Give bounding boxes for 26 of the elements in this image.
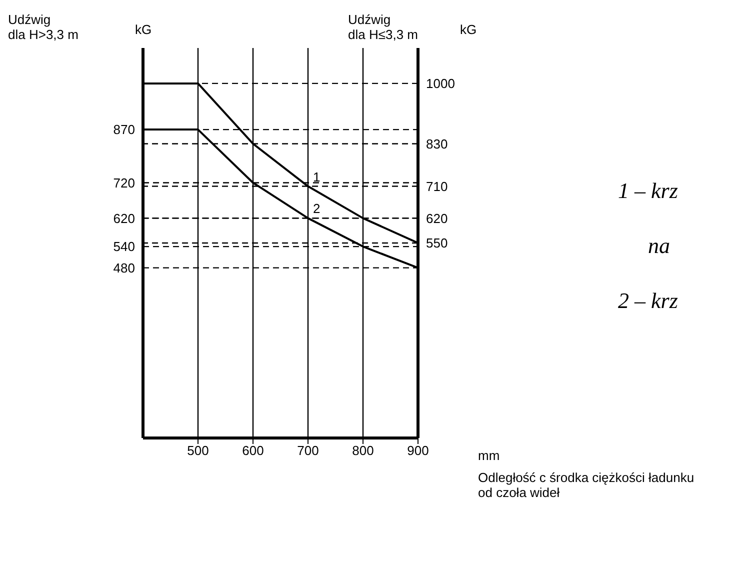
y2-tick-label: 620 xyxy=(426,210,448,226)
x-tick-label: 700 xyxy=(297,443,319,458)
y2-tick-label: 550 xyxy=(426,236,448,251)
text: 2 – krz xyxy=(618,288,678,314)
y-axis-title: Udźwig dla H>3,3 m xyxy=(8,12,78,42)
y2-axis-title: Udźwig dla H≤3,3 m xyxy=(348,12,418,42)
series-label: 2 xyxy=(313,201,320,216)
x-tick-label: 800 xyxy=(352,443,374,458)
y-tick-label: 620 xyxy=(113,210,135,226)
x-tick-label: 500 xyxy=(187,443,209,458)
x-tick-label: 600 xyxy=(242,443,264,458)
y-tick-label: 480 xyxy=(113,260,135,276)
y2-tick-label: 710 xyxy=(426,178,448,194)
y2-tick-label: 1000 xyxy=(426,76,455,92)
y2-tick-label: 830 xyxy=(426,136,448,152)
x-tick-label: 900 xyxy=(407,443,429,458)
text: na xyxy=(648,233,670,259)
y-tick-label: 540 xyxy=(113,239,135,254)
text: mm xyxy=(478,448,500,463)
text: kG xyxy=(135,22,152,37)
y-tick-label: 870 xyxy=(113,122,135,138)
y-tick-label: 720 xyxy=(113,175,135,190)
text: 1 – krz xyxy=(618,178,678,204)
series-label: 1 xyxy=(313,169,320,184)
text: kG xyxy=(460,22,477,37)
text: Odległość c środka ciężkości ładunku od czoła wideł xyxy=(478,470,696,500)
